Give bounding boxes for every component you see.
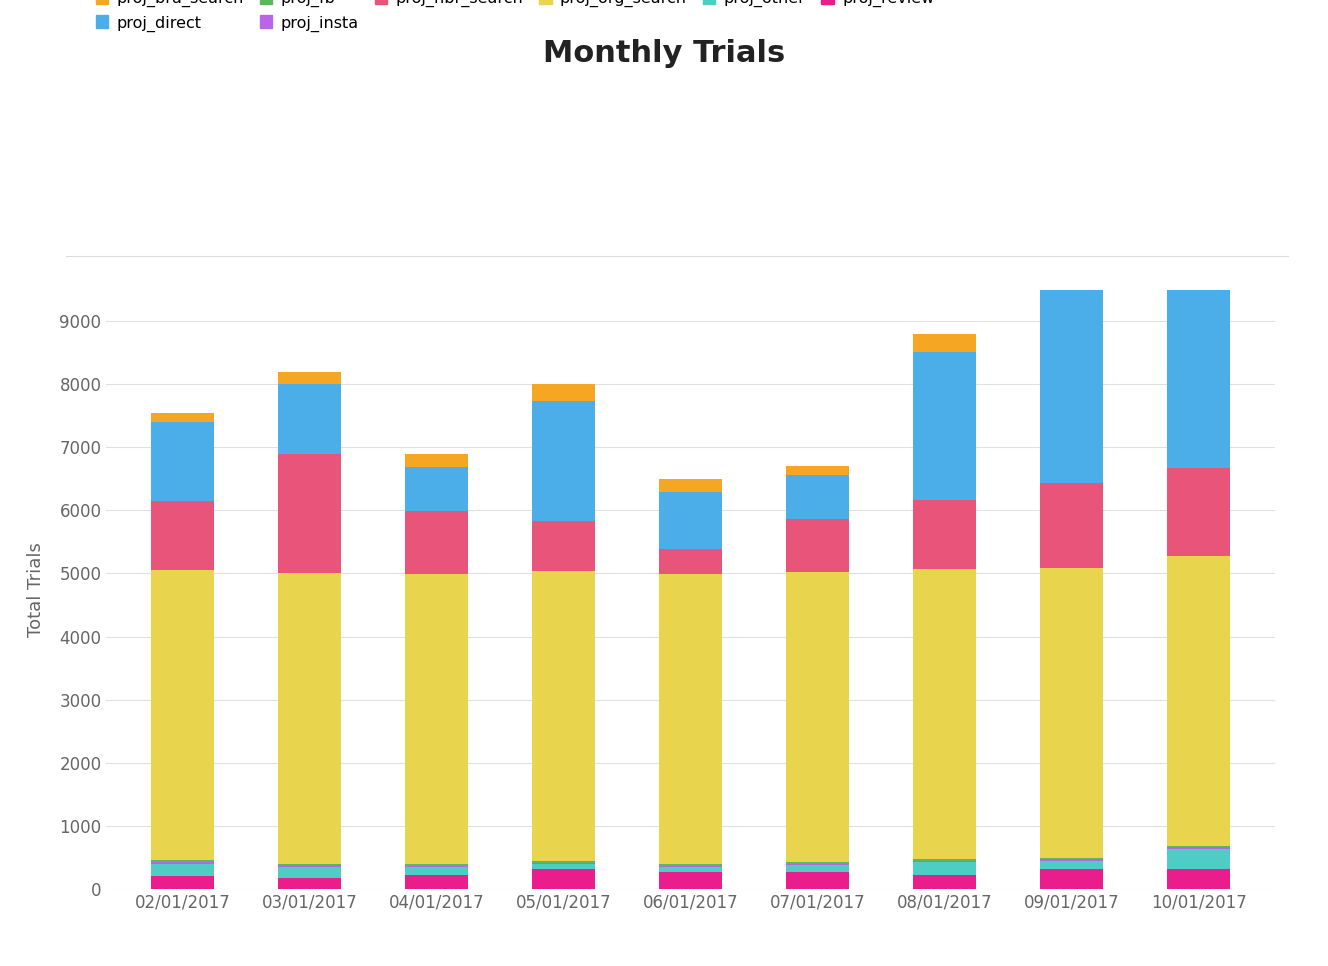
Bar	[531, 384, 595, 401]
Bar	[1167, 211, 1231, 241]
Bar	[278, 372, 341, 384]
Bar	[912, 859, 976, 861]
Bar	[1167, 869, 1231, 889]
Bar	[278, 867, 341, 878]
Bar	[659, 549, 722, 574]
Bar	[1040, 869, 1104, 889]
Bar	[405, 865, 469, 866]
Bar	[150, 861, 214, 862]
Bar	[1040, 264, 1104, 281]
Bar	[786, 474, 850, 519]
Bar	[786, 872, 850, 889]
Bar	[659, 867, 722, 872]
Bar	[1167, 849, 1231, 869]
Bar	[1040, 281, 1104, 483]
Bar	[912, 863, 976, 875]
Bar	[405, 866, 469, 867]
Bar	[786, 866, 850, 872]
Bar	[786, 863, 850, 864]
Y-axis label: Total Trials: Total Trials	[28, 542, 45, 637]
Bar	[659, 492, 722, 549]
Bar	[659, 872, 722, 889]
Bar	[531, 861, 595, 863]
Bar	[912, 875, 976, 889]
Bar	[1167, 468, 1231, 555]
Bar	[405, 467, 469, 511]
Bar	[912, 352, 976, 499]
Bar	[659, 866, 722, 867]
Bar	[1040, 860, 1104, 861]
Bar	[1040, 861, 1104, 869]
Bar	[531, 865, 595, 869]
Bar	[150, 876, 214, 889]
Bar	[150, 864, 214, 876]
Bar	[1040, 483, 1104, 568]
Bar	[659, 574, 722, 865]
Bar	[405, 574, 469, 865]
Bar	[1040, 858, 1104, 860]
Bar	[278, 384, 341, 454]
Bar	[405, 867, 469, 875]
Bar	[786, 864, 850, 866]
Bar	[278, 454, 341, 574]
Bar	[912, 334, 976, 352]
Bar	[786, 519, 850, 572]
Bar	[912, 569, 976, 859]
Bar	[150, 422, 214, 501]
Bar	[531, 869, 595, 889]
Bar	[659, 479, 722, 492]
Legend: proj_bra_search, proj_direct, proj_fb, proj_insta, proj_nbr_search, proj_org_sea: proj_bra_search, proj_direct, proj_fb, p…	[90, 0, 939, 37]
Bar	[531, 571, 595, 861]
Bar	[1040, 568, 1104, 858]
Bar	[150, 412, 214, 422]
Bar	[786, 572, 850, 863]
Bar	[405, 875, 469, 889]
Bar	[278, 878, 341, 889]
Bar	[912, 861, 976, 863]
Bar	[531, 521, 595, 571]
Bar	[531, 863, 595, 865]
Bar	[786, 467, 850, 474]
Bar	[1167, 241, 1231, 468]
Bar	[278, 866, 341, 867]
Bar	[659, 865, 722, 866]
Bar	[150, 570, 214, 861]
Bar	[405, 511, 469, 574]
Bar	[1167, 847, 1231, 849]
Bar	[150, 862, 214, 864]
Bar	[278, 864, 341, 866]
Bar	[531, 401, 595, 521]
Bar	[150, 501, 214, 570]
Bar	[1167, 846, 1231, 847]
Bar	[912, 499, 976, 569]
Bar	[278, 574, 341, 864]
Text: Monthly Trials: Monthly Trials	[543, 39, 785, 68]
Bar	[405, 454, 469, 467]
Bar	[1167, 555, 1231, 846]
